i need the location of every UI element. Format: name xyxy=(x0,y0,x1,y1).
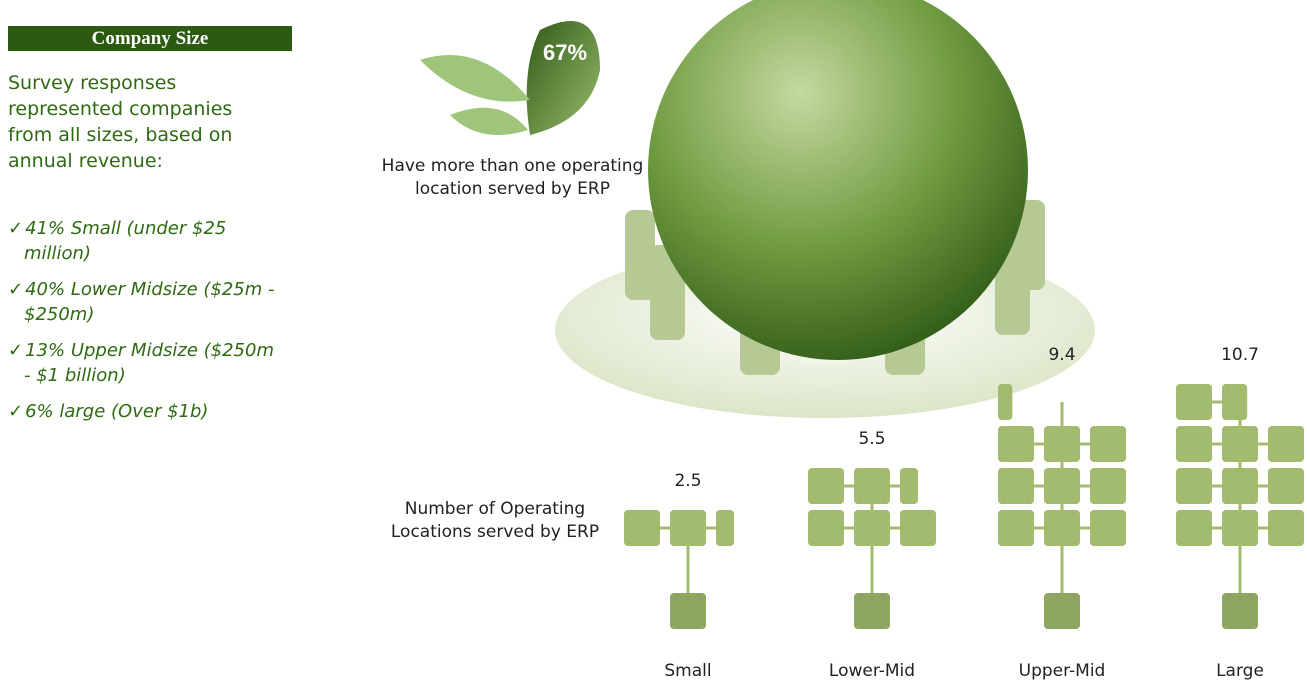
unit-box xyxy=(854,510,890,546)
callout-text: Have more than one operating location se… xyxy=(380,155,645,201)
unit-box xyxy=(1090,426,1126,462)
unit-box xyxy=(854,468,890,504)
pictograph-column xyxy=(1176,384,1304,629)
y-label: Number of Operating Locations served by … xyxy=(380,498,610,544)
unit-box xyxy=(998,468,1034,504)
unit-box xyxy=(1044,468,1080,504)
pictograph-column xyxy=(808,468,936,629)
list-item: 40% Lower Midsize ($25m - $250m) xyxy=(8,277,283,327)
root-box xyxy=(670,593,706,629)
root-box xyxy=(1044,593,1080,629)
root-box xyxy=(854,593,890,629)
unit-box xyxy=(1222,468,1258,504)
x-tick-label: Small xyxy=(664,661,711,681)
page: {"sidebar": {"title": "Company Size", "i… xyxy=(0,0,1307,687)
value-label: 2.5 xyxy=(674,471,701,491)
unit-box xyxy=(808,510,844,546)
unit-box xyxy=(1090,468,1126,504)
unit-box xyxy=(900,468,918,504)
value-label: 10.7 xyxy=(1221,345,1259,365)
unit-box xyxy=(1090,510,1126,546)
unit-box xyxy=(1222,426,1258,462)
unit-box xyxy=(998,510,1034,546)
unit-box xyxy=(624,510,660,546)
value-label: 9.4 xyxy=(1048,345,1075,365)
unit-box xyxy=(1268,510,1304,546)
unit-box xyxy=(1176,426,1212,462)
value-label: 5.5 xyxy=(858,429,885,449)
unit-box xyxy=(900,510,936,546)
unit-box xyxy=(998,384,1012,420)
unit-box xyxy=(1222,384,1247,420)
list-item: 41% Small (under $25 million) xyxy=(8,216,283,266)
sidebar-title: Company Size xyxy=(8,26,292,51)
pictograph-column xyxy=(998,384,1126,629)
x-tick-label: Large xyxy=(1216,661,1264,681)
unit-box xyxy=(1044,426,1080,462)
list-item: 6% large (Over $1b) xyxy=(8,399,283,424)
sidebar-intro: Survey responses represented companies f… xyxy=(8,70,278,174)
x-tick-label: Lower-Mid xyxy=(829,661,915,681)
unit-box xyxy=(1044,510,1080,546)
unit-box xyxy=(1176,510,1212,546)
unit-box xyxy=(1222,510,1258,546)
unit-box xyxy=(1176,384,1212,420)
unit-box xyxy=(1268,468,1304,504)
leaf xyxy=(420,55,530,135)
root-box xyxy=(1222,593,1258,629)
callout-value: 67% xyxy=(543,40,587,65)
unit-box xyxy=(1268,426,1304,462)
x-tick-label: Upper-Mid xyxy=(1019,661,1106,681)
unit-box xyxy=(1176,468,1212,504)
list-item: 13% Upper Midsize ($250m - $1 billion) xyxy=(8,338,283,388)
leaf xyxy=(527,21,600,135)
pictograph-column xyxy=(624,510,734,629)
sidebar-list: 41% Small (under $25 million) 40% Lower … xyxy=(8,216,283,435)
unit-box xyxy=(808,468,844,504)
unit-box xyxy=(998,426,1034,462)
unit-box xyxy=(716,510,734,546)
unit-box xyxy=(670,510,706,546)
